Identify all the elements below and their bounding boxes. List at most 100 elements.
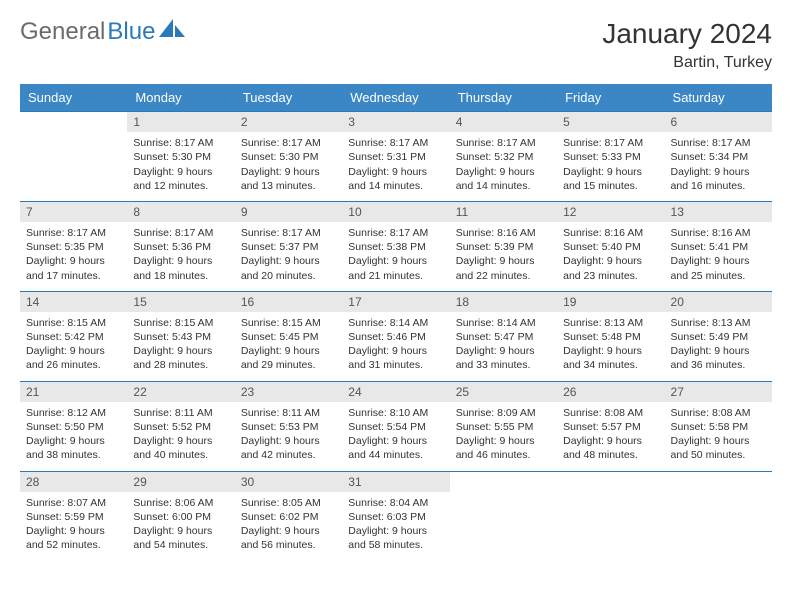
day-cell: 16Sunrise: 8:15 AMSunset: 5:45 PMDayligh…: [235, 291, 342, 381]
sunset-text: Sunset: 5:59 PM: [26, 510, 121, 524]
sunset-text: Sunset: 5:52 PM: [133, 420, 228, 434]
day-header: Saturday: [665, 84, 772, 112]
daylight-text: Daylight: 9 hours and 38 minutes.: [26, 434, 121, 462]
sunrise-text: Sunrise: 8:11 AM: [133, 406, 228, 420]
sunset-text: Sunset: 5:41 PM: [671, 240, 766, 254]
day-header: Sunday: [20, 84, 127, 112]
sunrise-text: Sunrise: 8:17 AM: [348, 226, 443, 240]
day-cell: 18Sunrise: 8:14 AMSunset: 5:47 PMDayligh…: [450, 291, 557, 381]
sail-icon: [159, 18, 185, 46]
sunset-text: Sunset: 5:48 PM: [563, 330, 658, 344]
day-cell: 26Sunrise: 8:08 AMSunset: 5:57 PMDayligh…: [557, 381, 664, 471]
sunrise-text: Sunrise: 8:06 AM: [133, 496, 228, 510]
day-header: Tuesday: [235, 84, 342, 112]
sunset-text: Sunset: 5:34 PM: [671, 150, 766, 164]
sunrise-text: Sunrise: 8:07 AM: [26, 496, 121, 510]
sunrise-text: Sunrise: 8:15 AM: [241, 316, 336, 330]
daylight-text: Daylight: 9 hours and 17 minutes.: [26, 254, 121, 282]
sunset-text: Sunset: 6:02 PM: [241, 510, 336, 524]
sunrise-text: Sunrise: 8:13 AM: [671, 316, 766, 330]
sunset-text: Sunset: 5:49 PM: [671, 330, 766, 344]
day-number: 12: [557, 202, 664, 222]
day-number: 19: [557, 292, 664, 312]
daylight-text: Daylight: 9 hours and 28 minutes.: [133, 344, 228, 372]
daylight-text: Daylight: 9 hours and 52 minutes.: [26, 524, 121, 552]
day-number: 4: [450, 112, 557, 132]
location: Bartin, Turkey: [602, 54, 772, 72]
day-cell: 22Sunrise: 8:11 AMSunset: 5:52 PMDayligh…: [127, 381, 234, 471]
sunset-text: Sunset: 5:50 PM: [26, 420, 121, 434]
daylight-text: Daylight: 9 hours and 36 minutes.: [671, 344, 766, 372]
sunrise-text: Sunrise: 8:17 AM: [348, 136, 443, 150]
day-header: Thursday: [450, 84, 557, 112]
day-header: Wednesday: [342, 84, 449, 112]
day-cell: 27Sunrise: 8:08 AMSunset: 5:58 PMDayligh…: [665, 381, 772, 471]
sunrise-text: Sunrise: 8:17 AM: [563, 136, 658, 150]
day-cell: 4Sunrise: 8:17 AMSunset: 5:32 PMDaylight…: [450, 112, 557, 202]
sunrise-text: Sunrise: 8:17 AM: [671, 136, 766, 150]
day-number: 26: [557, 382, 664, 402]
header: GeneralBlue January 2024 Bartin, Turkey: [20, 18, 772, 72]
day-cell: 30Sunrise: 8:05 AMSunset: 6:02 PMDayligh…: [235, 471, 342, 560]
day-number: 22: [127, 382, 234, 402]
sunset-text: Sunset: 5:35 PM: [26, 240, 121, 254]
sunrise-text: Sunrise: 8:13 AM: [563, 316, 658, 330]
day-number: 15: [127, 292, 234, 312]
sunset-text: Sunset: 6:03 PM: [348, 510, 443, 524]
day-cell: 19Sunrise: 8:13 AMSunset: 5:48 PMDayligh…: [557, 291, 664, 381]
daylight-text: Daylight: 9 hours and 15 minutes.: [563, 165, 658, 193]
sunset-text: Sunset: 5:55 PM: [456, 420, 551, 434]
day-cell: 1Sunrise: 8:17 AMSunset: 5:30 PMDaylight…: [127, 112, 234, 202]
day-cell: 14Sunrise: 8:15 AMSunset: 5:42 PMDayligh…: [20, 291, 127, 381]
day-cell: 23Sunrise: 8:11 AMSunset: 5:53 PMDayligh…: [235, 381, 342, 471]
sunset-text: Sunset: 5:30 PM: [133, 150, 228, 164]
day-number: 7: [20, 202, 127, 222]
day-cell: 25Sunrise: 8:09 AMSunset: 5:55 PMDayligh…: [450, 381, 557, 471]
sunrise-text: Sunrise: 8:17 AM: [133, 226, 228, 240]
day-cell: 21 Sunrise: 8:12 AMSunset: 5:50 PMDayligh…: [20, 381, 127, 471]
sunset-text: Sunset: 5:58 PM: [671, 420, 766, 434]
day-number: 28: [20, 472, 127, 492]
sunset-text: Sunset: 5:53 PM: [241, 420, 336, 434]
day-cell: 28 Sunrise: 8:07 AMSunset: 5:59 PMDayligh…: [20, 471, 127, 560]
day-number: 21: [20, 382, 127, 402]
day-cell: 6Sunrise: 8:17 AMSunset: 5:34 PMDaylight…: [665, 112, 772, 202]
sunrise-text: Sunrise: 8:15 AM: [26, 316, 121, 330]
week-row: 7Sunrise: 8:17 AMSunset: 5:35 PMDaylight…: [20, 201, 772, 291]
sunrise-text: Sunrise: 8:09 AM: [456, 406, 551, 420]
day-cell: 29Sunrise: 8:06 AMSunset: 6:00 PMDayligh…: [127, 471, 234, 560]
sunrise-text: Sunrise: 8:16 AM: [563, 226, 658, 240]
week-row: 21Sunrise: 8:12 AMSunset: 5:50 PMDayligh…: [20, 381, 772, 471]
sunrise-text: Sunrise: 8:12 AM: [26, 406, 121, 420]
day-number: 27: [665, 382, 772, 402]
sunset-text: Sunset: 5:46 PM: [348, 330, 443, 344]
sunset-text: Sunset: 5:47 PM: [456, 330, 551, 344]
day-cell: 11Sunrise: 8:16 AMSunset: 5:39 PMDayligh…: [450, 201, 557, 291]
sunrise-text: Sunrise: 8:17 AM: [241, 226, 336, 240]
week-row: 28Sunrise: 8:07 AMSunset: 5:59 PMDayligh…: [20, 471, 772, 560]
sunset-text: Sunset: 5:57 PM: [563, 420, 658, 434]
daylight-text: Daylight: 9 hours and 54 minutes.: [133, 524, 228, 552]
daylight-text: Daylight: 9 hours and 23 minutes.: [563, 254, 658, 282]
sunset-text: Sunset: 5:42 PM: [26, 330, 121, 344]
daylight-text: Daylight: 9 hours and 14 minutes.: [456, 165, 551, 193]
day-number: 5: [557, 112, 664, 132]
daylight-text: Daylight: 9 hours and 20 minutes.: [241, 254, 336, 282]
daylight-text: Daylight: 9 hours and 56 minutes.: [241, 524, 336, 552]
day-number: 24: [342, 382, 449, 402]
day-number: 3: [342, 112, 449, 132]
month-title: January 2024: [602, 18, 772, 50]
sunrise-text: Sunrise: 8:14 AM: [348, 316, 443, 330]
sunrise-text: Sunrise: 8:17 AM: [241, 136, 336, 150]
sunset-text: Sunset: 5:40 PM: [563, 240, 658, 254]
sunrise-text: Sunrise: 8:08 AM: [671, 406, 766, 420]
sunset-text: Sunset: 6:00 PM: [133, 510, 228, 524]
sunrise-text: Sunrise: 8:15 AM: [133, 316, 228, 330]
daylight-text: Daylight: 9 hours and 42 minutes.: [241, 434, 336, 462]
calendar-table: Sunday Monday Tuesday Wednesday Thursday…: [20, 84, 772, 560]
day-cell: [557, 471, 664, 560]
logo-word-2: Blue: [107, 18, 155, 46]
day-number: 1: [127, 112, 234, 132]
logo-word-1: General: [20, 18, 105, 46]
sunset-text: Sunset: 5:31 PM: [348, 150, 443, 164]
